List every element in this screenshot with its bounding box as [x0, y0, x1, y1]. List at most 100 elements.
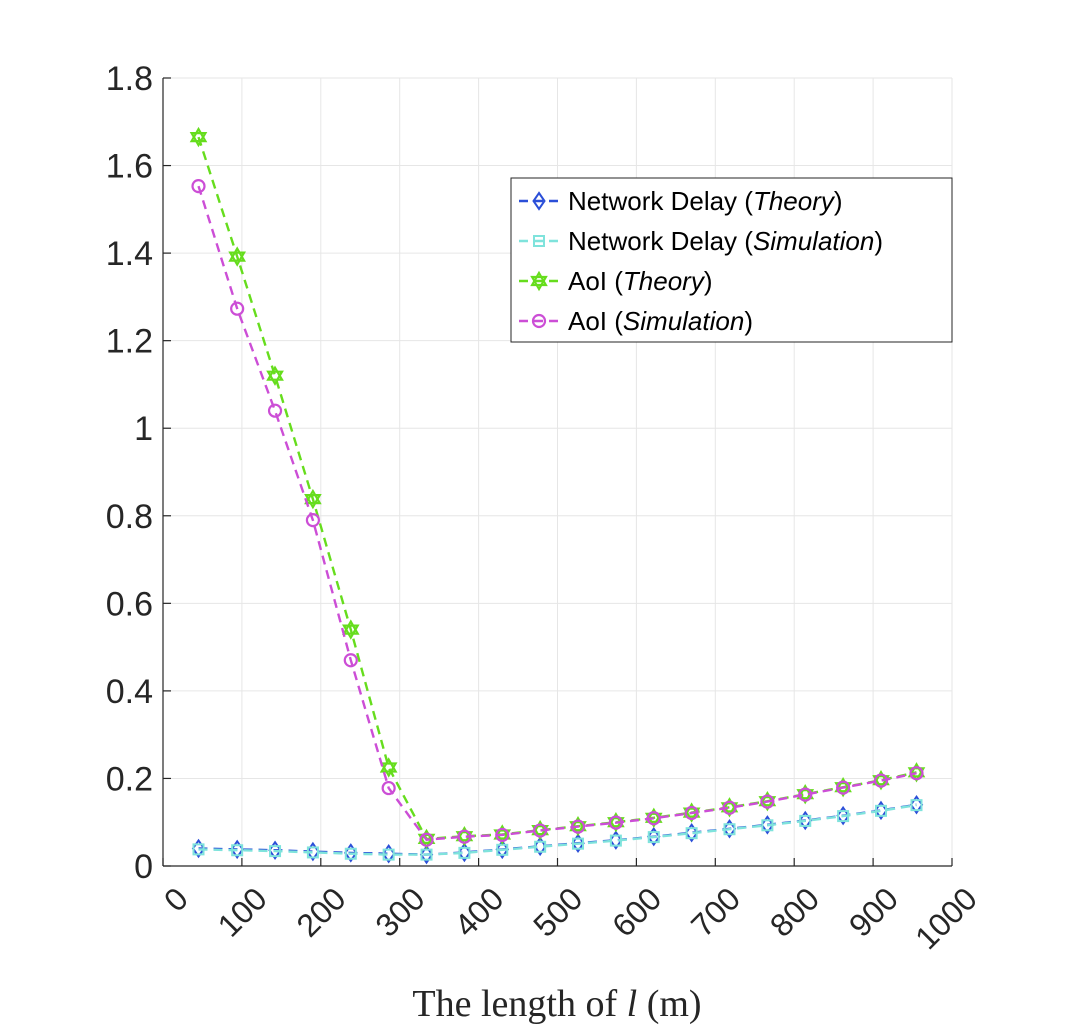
data-point	[533, 836, 547, 857]
data-point	[874, 800, 888, 821]
data-point	[760, 794, 775, 809]
series-1	[192, 799, 923, 861]
data-point	[304, 488, 322, 510]
y-tick-label: 0.8	[106, 498, 153, 536]
x-axis-ticks: 0 100 200 300 400 500 600 700 800 900 1000	[157, 858, 984, 956]
data-point	[379, 757, 398, 778]
data-point	[722, 819, 737, 839]
y-tick-label: 1.2	[106, 323, 153, 361]
data-point	[682, 802, 701, 823]
x-tick-label: 0	[157, 880, 195, 918]
data-point	[228, 246, 247, 267]
data-point	[458, 846, 471, 859]
data-point	[647, 831, 660, 844]
legend-label: Network Delay (Theory)	[568, 186, 843, 216]
data-point	[836, 780, 851, 795]
data-point	[533, 823, 548, 838]
data-point	[570, 819, 586, 834]
data-point	[685, 827, 698, 840]
data-point	[874, 804, 887, 817]
data-point	[873, 773, 889, 788]
x-tick-label: 1000	[908, 880, 984, 956]
data-point	[266, 365, 284, 386]
data-point	[722, 800, 737, 815]
data-point	[455, 825, 474, 847]
data-point	[344, 847, 357, 860]
legend-box	[510, 177, 953, 343]
data-point	[569, 815, 587, 837]
x-tick-label: 600	[605, 880, 668, 943]
legend-label: Network Delay (Simulation)	[568, 226, 883, 256]
data-point	[457, 842, 472, 863]
series-3	[191, 179, 924, 847]
data-point	[760, 815, 775, 835]
data-point	[495, 827, 510, 843]
data-point	[837, 810, 850, 823]
data-point	[419, 832, 434, 847]
series-line	[198, 803, 917, 856]
data-point	[495, 839, 509, 860]
data-point	[608, 815, 623, 830]
x-tick-label: 900	[842, 880, 905, 943]
x-tick-label: 800	[763, 880, 826, 943]
x-axis-label-prefix: The length of	[412, 983, 626, 1025]
data-point	[344, 843, 358, 863]
legend-entry: Network Delay (Theory)	[519, 186, 843, 216]
data-point	[534, 840, 547, 853]
data-point	[609, 834, 622, 847]
data-point	[191, 838, 206, 859]
legend-marker	[531, 313, 547, 329]
series-layer	[189, 126, 926, 865]
data-point	[572, 837, 585, 850]
data-point	[381, 843, 396, 864]
x-tick-label: 500	[526, 880, 589, 943]
data-point	[189, 126, 208, 148]
data-point	[910, 799, 923, 812]
y-tick-label: 1	[134, 410, 153, 448]
y-tick-label: 0.4	[106, 673, 153, 711]
legend: Network Delay (Theory) Network Delay (Sim…	[510, 177, 953, 343]
y-tick-label: 1.4	[106, 235, 153, 273]
data-point	[646, 811, 661, 826]
data-point	[607, 811, 625, 833]
data-point	[798, 787, 813, 802]
data-point	[268, 840, 282, 861]
data-point	[723, 823, 736, 836]
x-axis-label-suffix: (m)	[637, 983, 701, 1025]
x-tick-label: 400	[447, 880, 510, 943]
data-point	[909, 794, 924, 815]
y-axis-ticks: 0 0.2 0.4 0.6 0.8 1 1.2 1.4 1.6 1.8	[106, 60, 171, 886]
data-point	[231, 844, 244, 857]
x-tick-label: 300	[368, 880, 431, 943]
data-point	[419, 844, 434, 865]
data-point	[798, 810, 812, 831]
data-point	[799, 814, 812, 827]
y-tick-label: 0	[134, 848, 153, 886]
data-point	[305, 513, 321, 528]
y-tick-label: 0.6	[106, 585, 153, 623]
y-tick-label: 1.6	[106, 148, 153, 186]
y-tick-label: 0.2	[106, 760, 153, 798]
data-point	[343, 653, 358, 668]
data-point	[493, 824, 512, 845]
data-point	[761, 819, 774, 832]
x-axis-label: The length of l (m)	[412, 983, 701, 1025]
data-point	[531, 819, 550, 841]
data-point	[230, 301, 245, 316]
data-point	[420, 848, 433, 861]
data-point	[267, 403, 283, 418]
data-point	[341, 619, 360, 640]
legend-marker	[533, 235, 545, 247]
data-point	[647, 826, 661, 847]
data-point	[836, 805, 850, 826]
data-point	[909, 766, 924, 781]
data-point	[306, 846, 319, 859]
data-point	[230, 839, 244, 860]
legend-marker	[532, 191, 546, 211]
legend-entry: Network Delay (Simulation)	[519, 226, 883, 256]
data-point	[306, 841, 320, 862]
x-axis-label-var: l	[627, 983, 638, 1025]
data-point	[684, 822, 699, 843]
legend-marker	[530, 270, 548, 292]
